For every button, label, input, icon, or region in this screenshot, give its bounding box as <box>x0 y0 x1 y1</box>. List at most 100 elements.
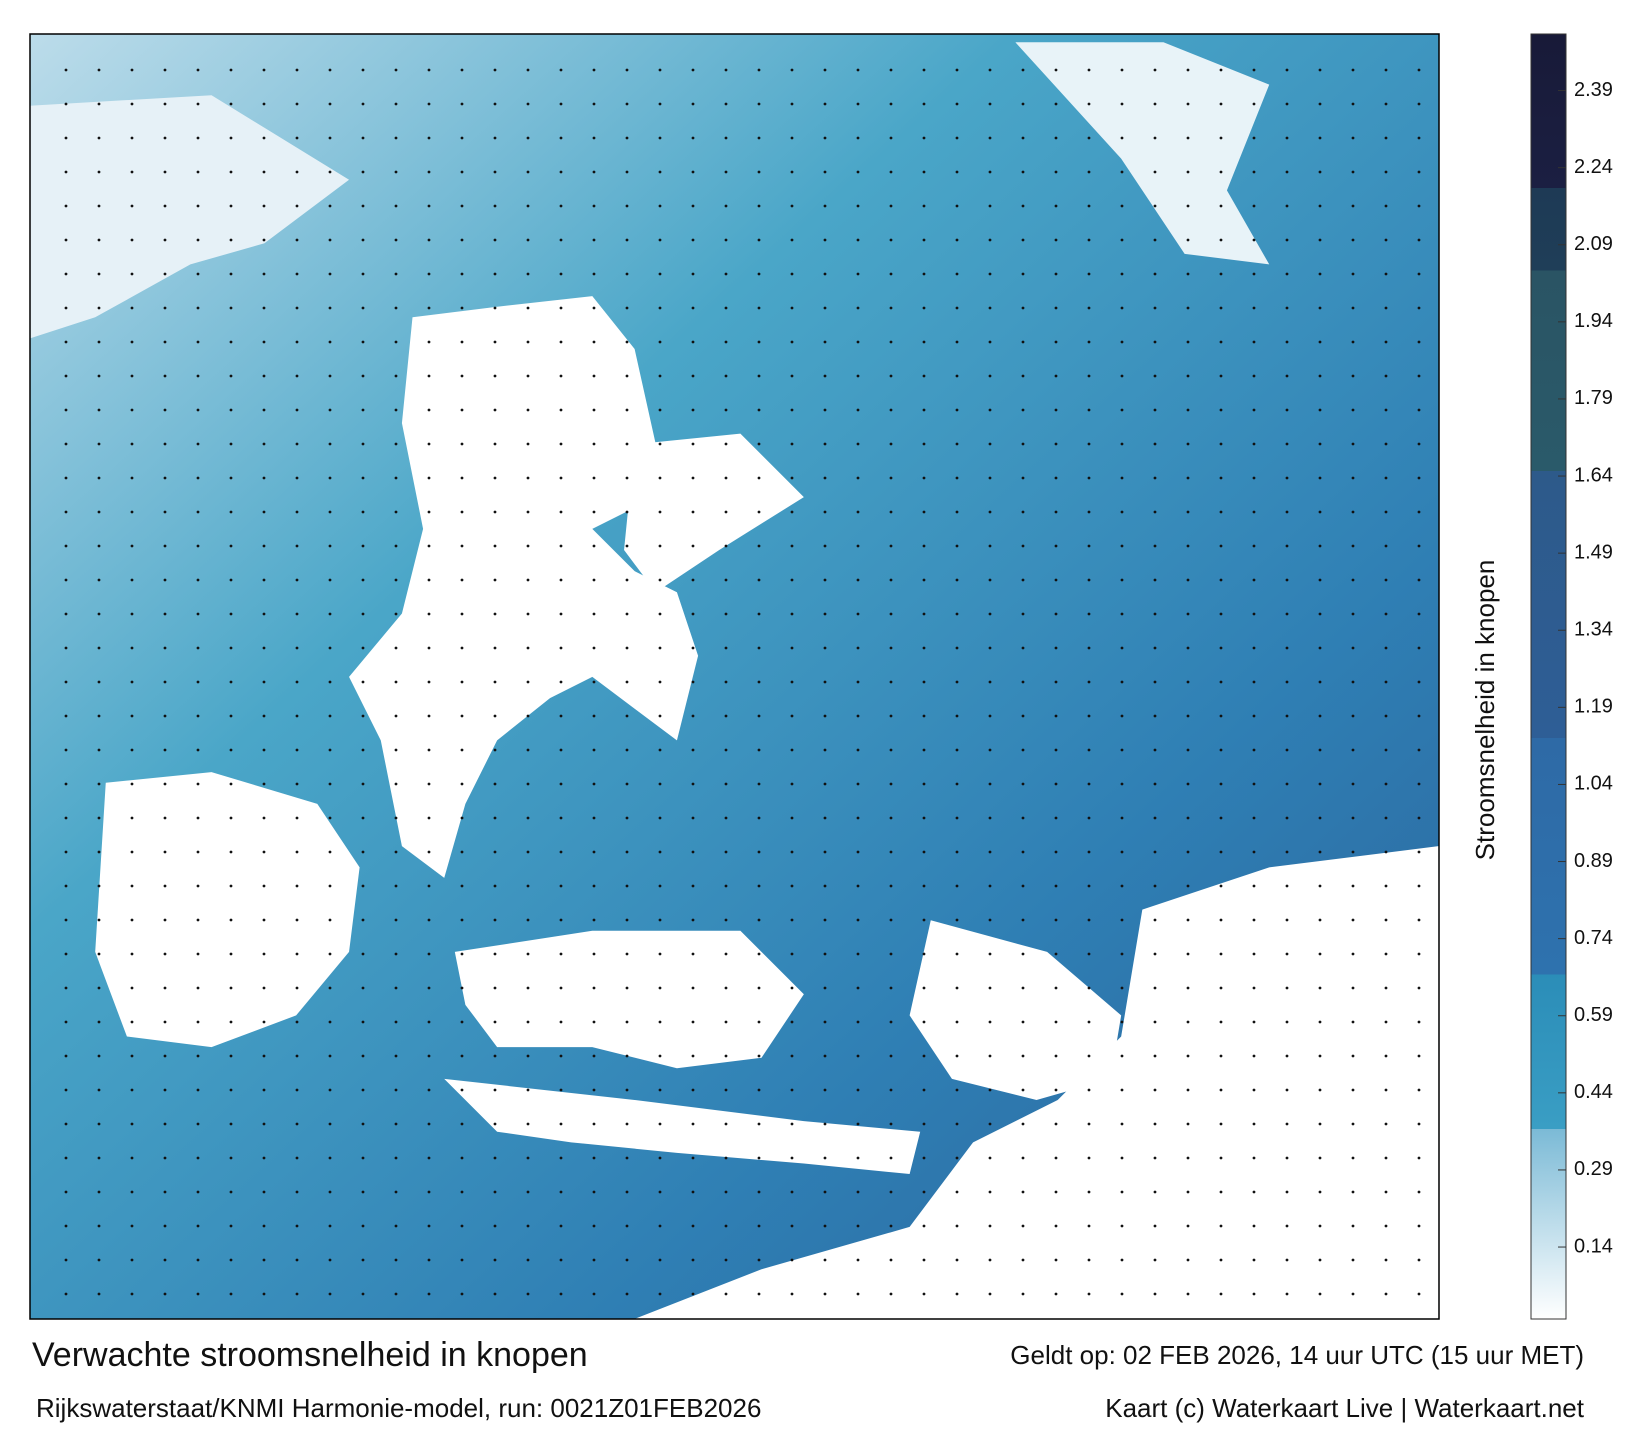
vector-dot <box>691 1088 695 1092</box>
vector-dot <box>196 952 200 956</box>
vector-dot <box>559 1156 563 1160</box>
vector-dot <box>295 748 299 752</box>
vector-dot <box>394 510 398 514</box>
vector-dot <box>493 238 497 242</box>
vector-dot <box>1120 272 1124 276</box>
vector-dot <box>1153 986 1157 990</box>
vector-dot <box>328 578 332 582</box>
vector-dot <box>1186 170 1190 174</box>
vector-dot <box>361 408 365 412</box>
vector-dot <box>361 510 365 514</box>
vector-dot <box>526 272 530 276</box>
vector-dot <box>1021 782 1025 786</box>
vector-dot <box>328 1258 332 1262</box>
vector-dot <box>1252 748 1256 752</box>
vector-dot <box>130 170 134 174</box>
vector-dot <box>889 544 893 548</box>
vector-dot <box>1351 374 1355 378</box>
vector-dot <box>856 442 860 446</box>
vector-dot <box>427 850 431 854</box>
vector-dot <box>625 578 629 582</box>
vector-dot <box>196 1020 200 1024</box>
vector-dot <box>1318 1122 1322 1126</box>
vector-dot <box>1384 374 1388 378</box>
vector-dot <box>196 1258 200 1262</box>
vector-dot <box>526 1190 530 1194</box>
vector-dot <box>328 918 332 922</box>
vector-dot <box>922 680 926 684</box>
vector-dot <box>559 782 563 786</box>
vector-dot <box>1384 476 1388 480</box>
vector-dot <box>922 748 926 752</box>
vector-dot <box>757 1224 761 1228</box>
vector-dot <box>1252 952 1256 956</box>
vector-dot <box>1252 986 1256 990</box>
vector-dot <box>493 612 497 616</box>
vector-dot <box>229 578 233 582</box>
vector-dot <box>394 680 398 684</box>
vector-dot <box>295 170 299 174</box>
vector-dot <box>1318 1224 1322 1228</box>
vector-dot <box>1252 1088 1256 1092</box>
vector-dot <box>460 1054 464 1058</box>
vector-dot <box>493 1020 497 1024</box>
vector-dot <box>625 306 629 310</box>
vector-dot <box>130 918 134 922</box>
vector-dot <box>526 918 530 922</box>
vector-dot <box>889 986 893 990</box>
vector-dot <box>1087 1292 1091 1296</box>
vector-dot <box>295 816 299 820</box>
vector-dot <box>526 782 530 786</box>
vector-dot <box>1384 1258 1388 1262</box>
vector-dot <box>394 850 398 854</box>
vector-dot <box>196 442 200 446</box>
vector-dot <box>823 1156 827 1160</box>
vector-dot <box>559 374 563 378</box>
vector-dot <box>724 748 728 752</box>
vector-dot <box>493 1292 497 1296</box>
vector-dot <box>64 476 68 480</box>
vector-dot <box>1384 748 1388 752</box>
vector-dot <box>493 782 497 786</box>
vector-dot <box>1186 646 1190 650</box>
vector-dot <box>1351 646 1355 650</box>
vector-dot <box>1285 578 1289 582</box>
vector-dot <box>394 714 398 718</box>
vector-dot <box>1285 442 1289 446</box>
vector-dot <box>1219 680 1223 684</box>
vector-dot <box>1021 986 1025 990</box>
vector-dot <box>691 918 695 922</box>
vector-dot <box>130 714 134 718</box>
vector-dot <box>262 816 266 820</box>
vector-dot <box>823 544 827 548</box>
vector-dot <box>1252 1054 1256 1058</box>
vector-dot <box>1285 102 1289 106</box>
vector-dot <box>460 170 464 174</box>
vector-dot <box>592 714 596 718</box>
vector-dot <box>64 544 68 548</box>
vector-dot <box>97 578 101 582</box>
vector-dot <box>658 680 662 684</box>
vector-dot <box>1417 102 1421 106</box>
vector-dot <box>1054 986 1058 990</box>
vector-dot <box>1417 374 1421 378</box>
vector-dot <box>97 1156 101 1160</box>
vector-dot <box>163 952 167 956</box>
vector-dot <box>559 714 563 718</box>
vector-dot <box>526 952 530 956</box>
land-mass <box>454 930 804 1069</box>
vector-dot <box>922 340 926 344</box>
vector-dot <box>262 918 266 922</box>
vector-dot <box>1021 850 1025 854</box>
vector-dot <box>988 646 992 650</box>
vector-dot <box>328 612 332 616</box>
vector-dot <box>1120 714 1124 718</box>
vector-dot <box>1120 306 1124 310</box>
vector-dot <box>790 544 794 548</box>
vector-dot <box>757 1156 761 1160</box>
vector-dot <box>691 68 695 72</box>
vector-dot <box>163 1292 167 1296</box>
vector-dot <box>328 952 332 956</box>
vector-dot <box>1021 1258 1025 1262</box>
vector-dot <box>724 68 728 72</box>
